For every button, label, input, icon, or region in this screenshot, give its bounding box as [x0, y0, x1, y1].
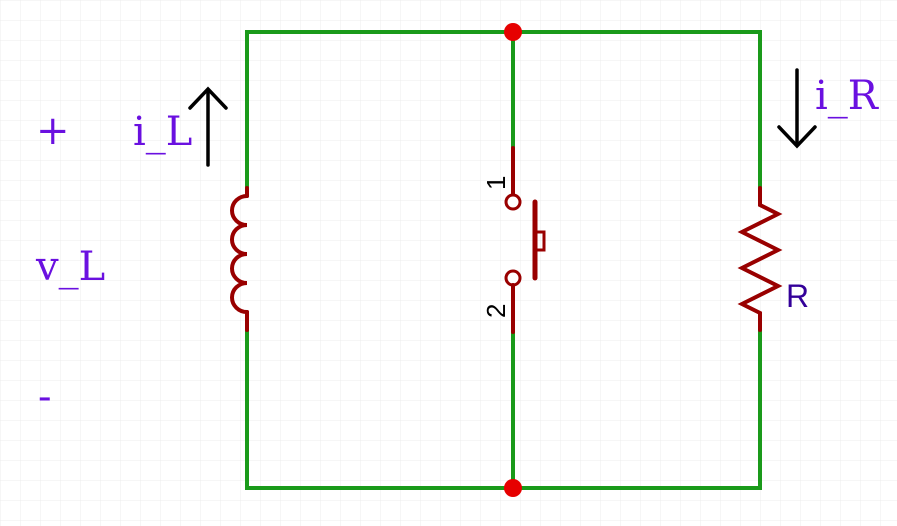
switch-actuator-button — [533, 230, 546, 252]
inductor-current-label: i_L — [133, 109, 192, 155]
junction-node-top — [504, 23, 522, 41]
current-arrow-inductor — [188, 86, 228, 167]
switch-contact-1 — [504, 193, 522, 211]
plus-sign-label: + — [36, 108, 70, 154]
wires — [245, 30, 762, 490]
switch-pin-1-label: 1 — [481, 176, 511, 190]
resistor — [737, 186, 783, 332]
switch-contact-2 — [504, 269, 522, 287]
resistor-label: R — [786, 278, 809, 314]
current-arrow-resistor — [777, 68, 817, 149]
resistor-current-label: i_R — [815, 73, 880, 119]
minus-sign-label: - — [38, 374, 52, 420]
inductor — [230, 186, 249, 332]
junction-node-bottom — [504, 479, 522, 497]
inductor-voltage-label: v_L — [35, 244, 105, 290]
push-button-switch — [504, 146, 546, 334]
switch-pin-2-label: 2 — [481, 304, 511, 318]
